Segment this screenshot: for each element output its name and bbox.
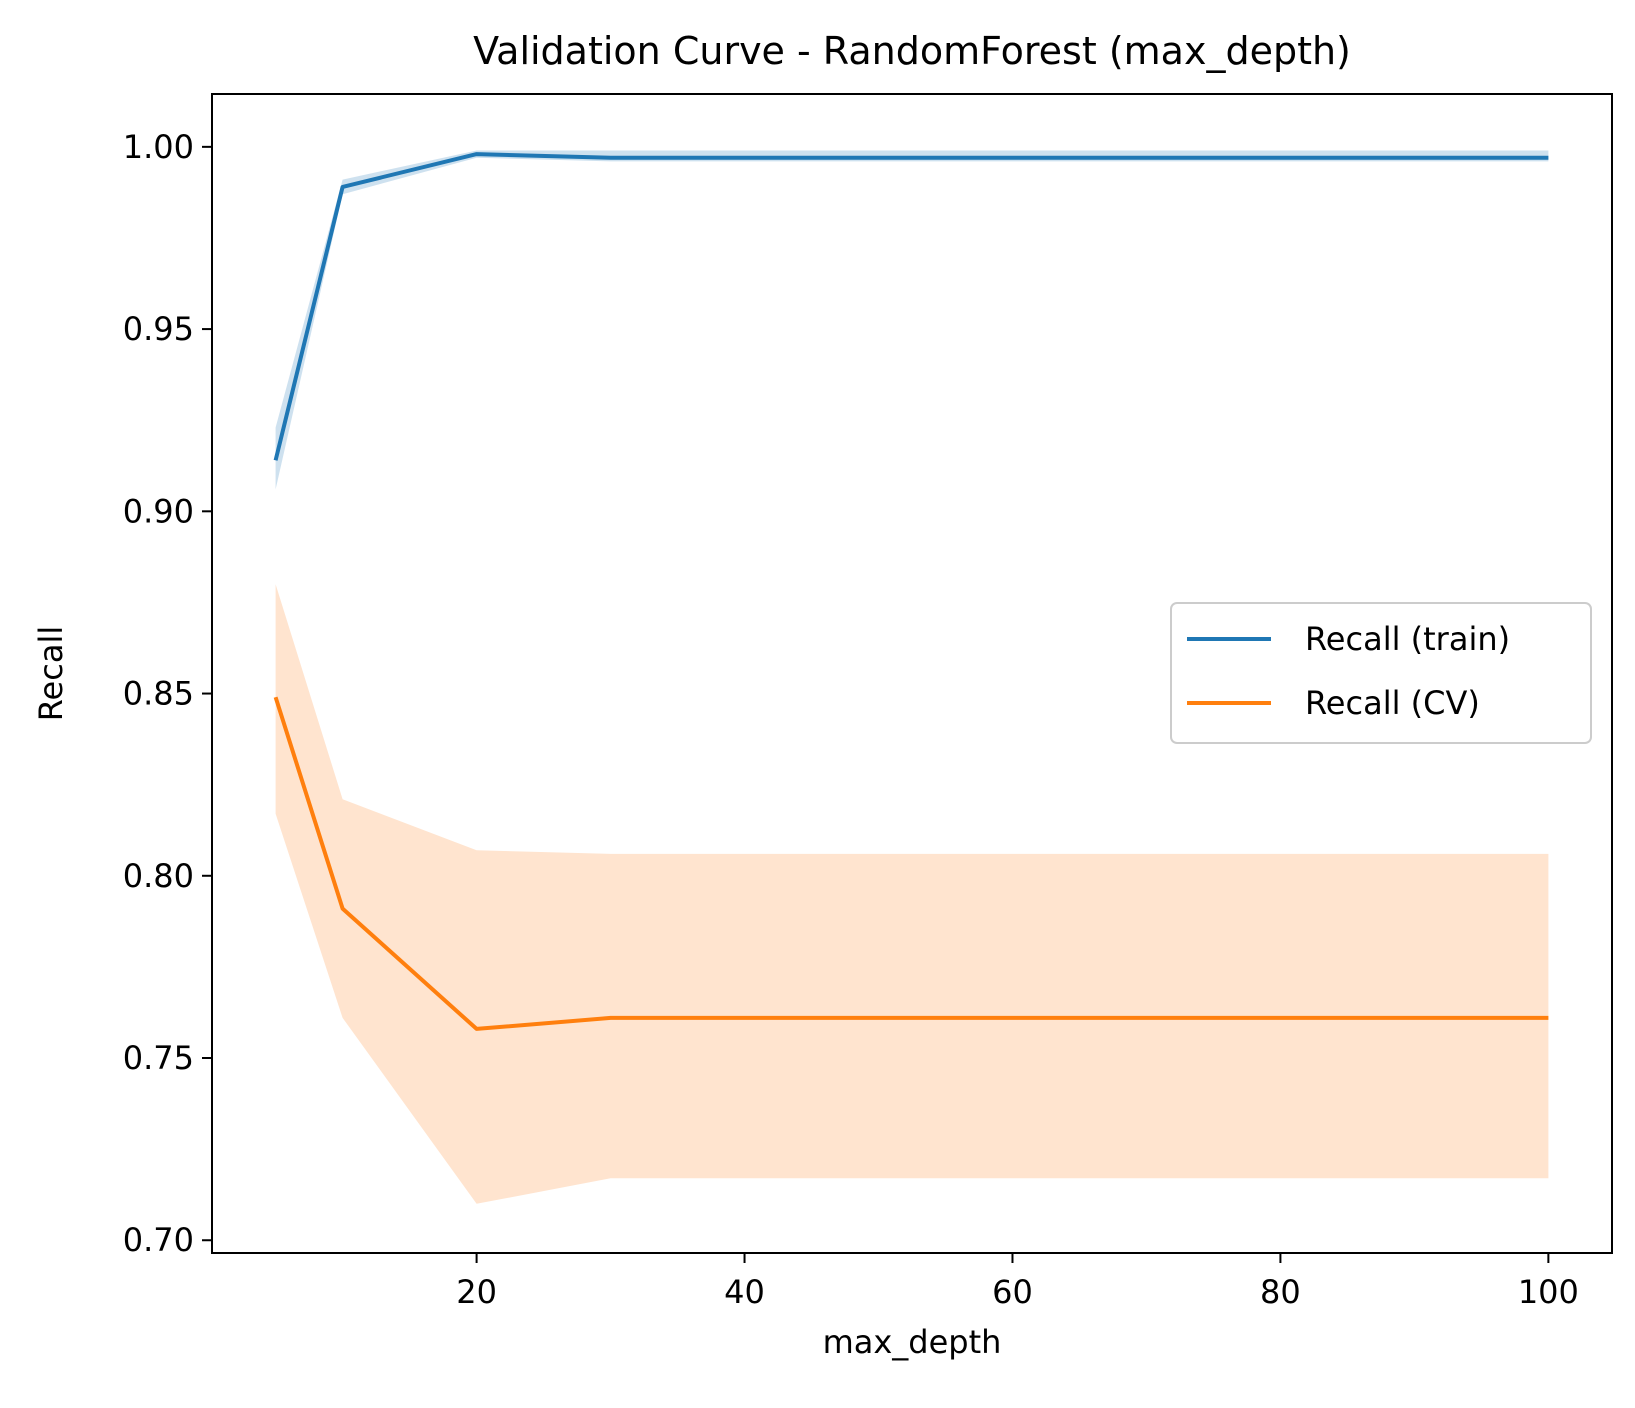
- y-tick-label: 0.80: [123, 857, 194, 895]
- x-tick-label: 100: [1518, 1273, 1579, 1311]
- y-tick-label: 0.75: [123, 1039, 194, 1077]
- legend: Recall (train) Recall (CV): [1170, 602, 1592, 744]
- x-tick-label: 20: [456, 1273, 497, 1311]
- series-line-1: [273, 696, 1549, 1031]
- series-line-0: [273, 152, 1549, 461]
- legend-box: [1170, 602, 1592, 744]
- legend-label: Recall (CV): [1305, 684, 1480, 722]
- band-1: [275, 584, 1549, 1204]
- x-tick-label: 40: [724, 1273, 765, 1311]
- series-lines: [273, 152, 1549, 1031]
- y-tick-label: 0.90: [123, 492, 194, 530]
- y-tick-label: 0.95: [123, 310, 194, 348]
- y-tick-label: 1.00: [123, 128, 194, 166]
- confidence-bands: [275, 150, 1549, 1204]
- x-tick-label: 60: [992, 1273, 1033, 1311]
- x-axis-label: max_depth: [823, 1323, 1002, 1361]
- x-tick-label: 80: [1260, 1273, 1301, 1311]
- legend-label: Recall (train): [1305, 620, 1510, 658]
- chart-title: Validation Curve - RandomForest (max_dep…: [473, 29, 1351, 73]
- y-tick-label: 0.70: [123, 1221, 194, 1259]
- y-tick-label: 0.85: [123, 675, 194, 713]
- x-axis-ticks: 20 40 60 80 100: [456, 1253, 1579, 1311]
- y-axis-label: Recall: [32, 626, 70, 721]
- axes-frame: [211, 93, 1613, 1254]
- y-axis-ticks: 0.70 0.75 0.80 0.85 0.90 0.95 1.00: [123, 128, 212, 1259]
